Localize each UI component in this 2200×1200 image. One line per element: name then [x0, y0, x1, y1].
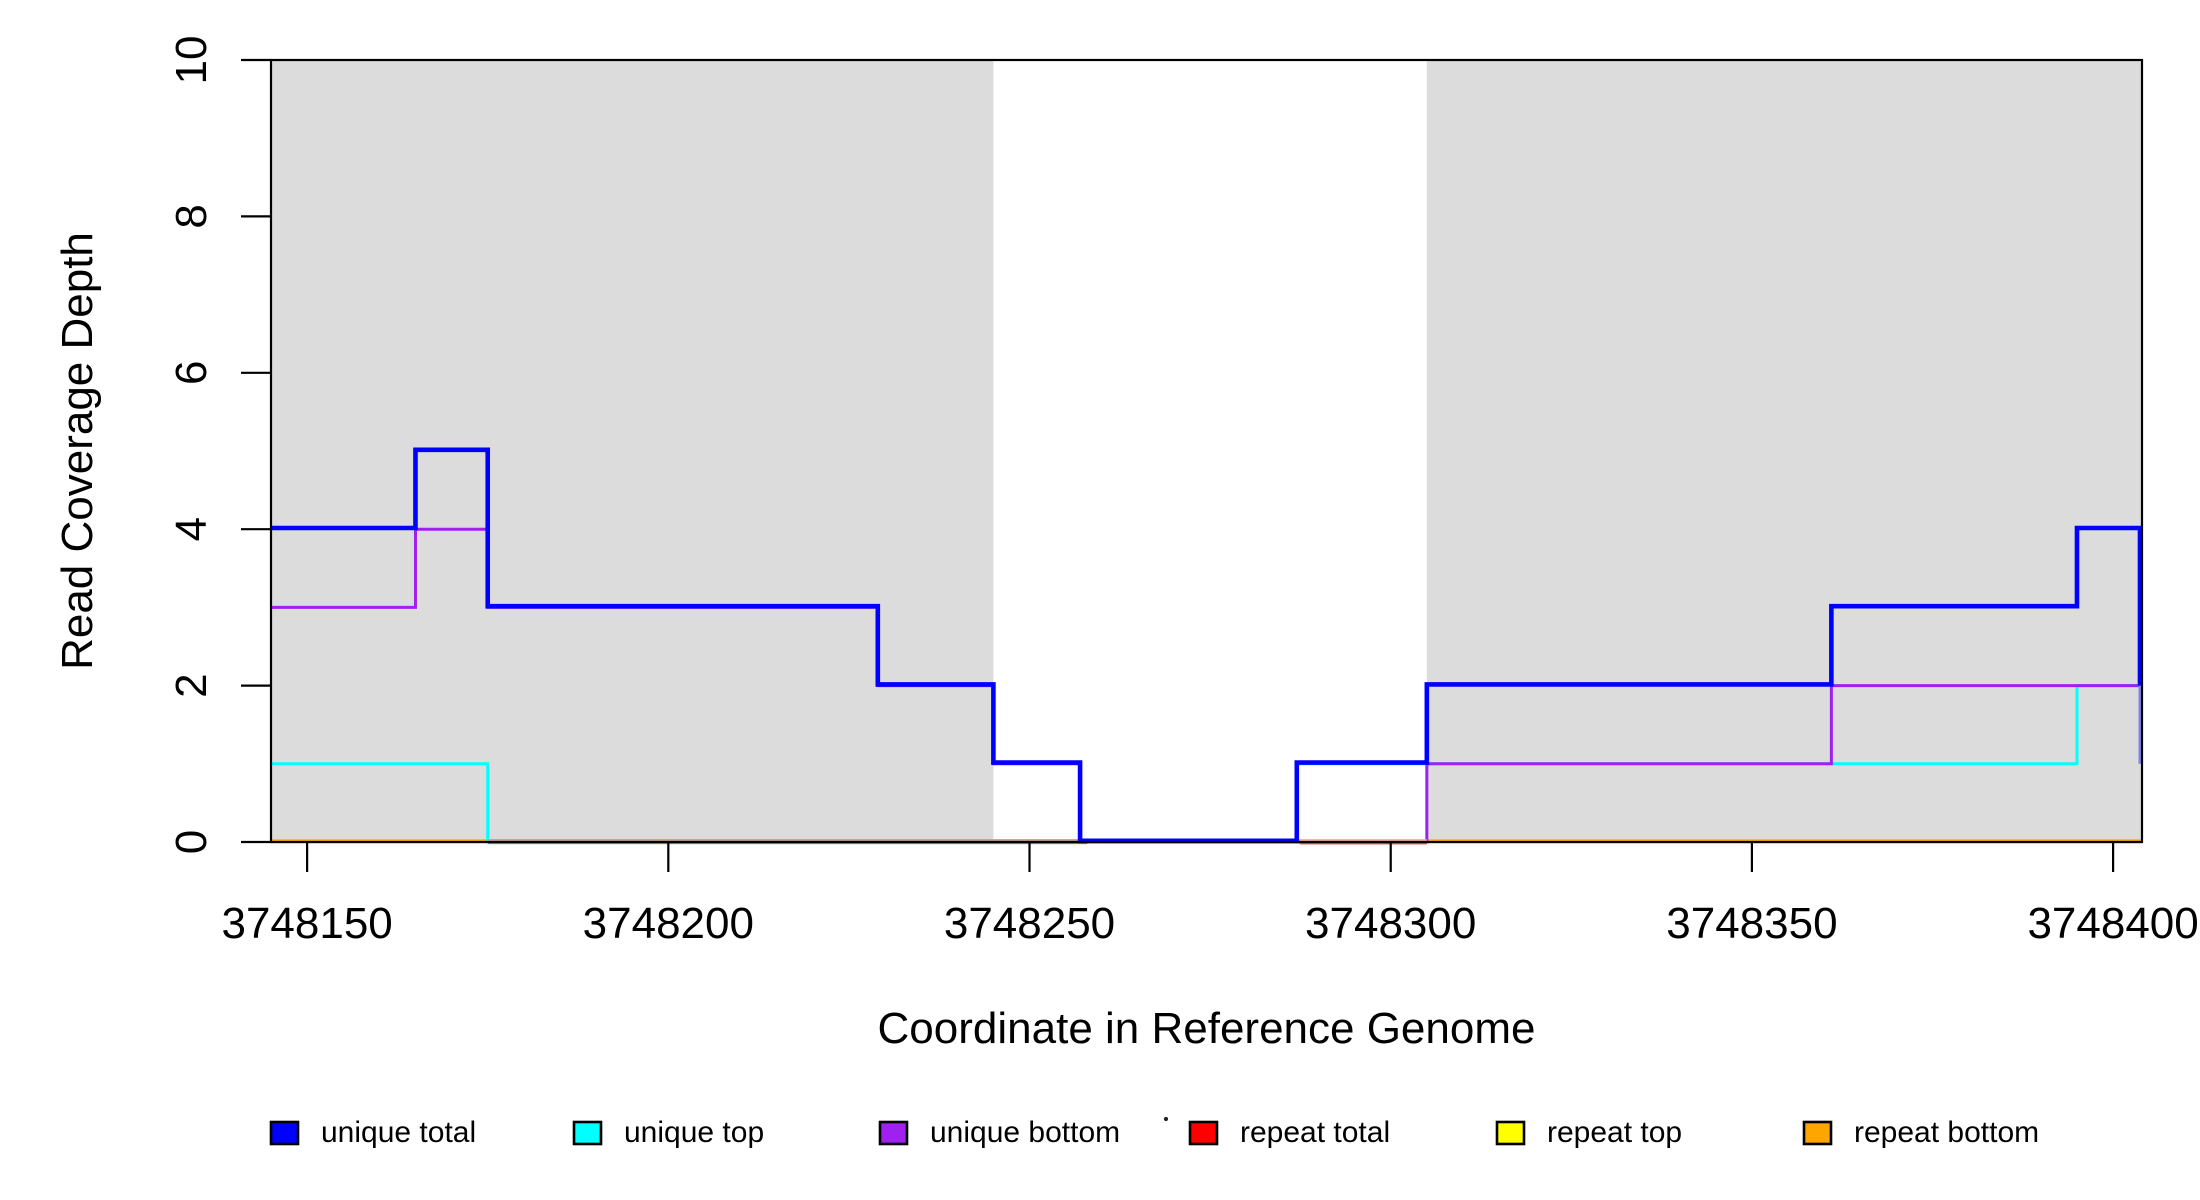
x-tick-label: 3748150: [221, 899, 392, 948]
plot-border: [269, 58, 2144, 844]
speck-dot-artifact: [1163, 1116, 1169, 1122]
y-tick-label: 10: [167, 36, 216, 85]
legend-item-unique-top: unique top: [572, 1116, 764, 1149]
repeat-region-right: [1426, 60, 2142, 842]
y-tick-label: 2: [167, 673, 216, 697]
legend-item-repeat-bottom: repeat bottom: [1802, 1116, 2039, 1149]
y-tick-label: 8: [167, 204, 216, 228]
legend-label: repeat bottom: [1854, 1116, 2039, 1149]
x-tick-label: 3748200: [583, 899, 754, 948]
legend-label: unique bottom: [930, 1116, 1120, 1149]
repeat-region-left: [271, 60, 994, 842]
legend-label: repeat top: [1547, 1116, 1682, 1149]
x-tick-label: 3748350: [1666, 899, 1837, 948]
x-axis: 3748150 3748200 3748250 3748300 3748350 37484…: [221, 842, 2199, 948]
legend-swatch: [1802, 1120, 1833, 1146]
legend: unique total unique top unique bottom repea…: [269, 1116, 2039, 1149]
legend-swatch: [572, 1120, 603, 1146]
legend-swatch: [878, 1120, 909, 1146]
legend-label: unique top: [624, 1116, 764, 1149]
legend-swatch: [1495, 1120, 1526, 1146]
legend-item-unique-total: unique total: [269, 1116, 476, 1149]
legend-item-unique-bottom: unique bottom: [878, 1116, 1120, 1149]
y-tick-label: 4: [167, 517, 216, 541]
x-axis-title: Coordinate in Reference Genome: [878, 1004, 1536, 1053]
legend-label: unique total: [321, 1116, 476, 1149]
legend-item-repeat-total: repeat total: [1188, 1116, 1390, 1149]
y-axis: 0 2 4 6 8 10: [167, 36, 271, 854]
x-tick-label: 3748400: [2027, 899, 2198, 948]
series-unique-total: [271, 447, 2142, 844]
y-tick-label: 6: [167, 361, 216, 385]
x-tick-label: 3748250: [944, 899, 1115, 948]
legend-swatch: [1188, 1120, 1219, 1146]
legend-swatch: [269, 1120, 300, 1146]
x-tick-label: 3748300: [1305, 899, 1476, 948]
y-tick-label: 0: [167, 830, 216, 854]
legend-label: repeat total: [1240, 1116, 1390, 1149]
y-axis-title: Read Coverage Depth: [53, 232, 102, 670]
legend-item-repeat-top: repeat top: [1495, 1116, 1682, 1149]
